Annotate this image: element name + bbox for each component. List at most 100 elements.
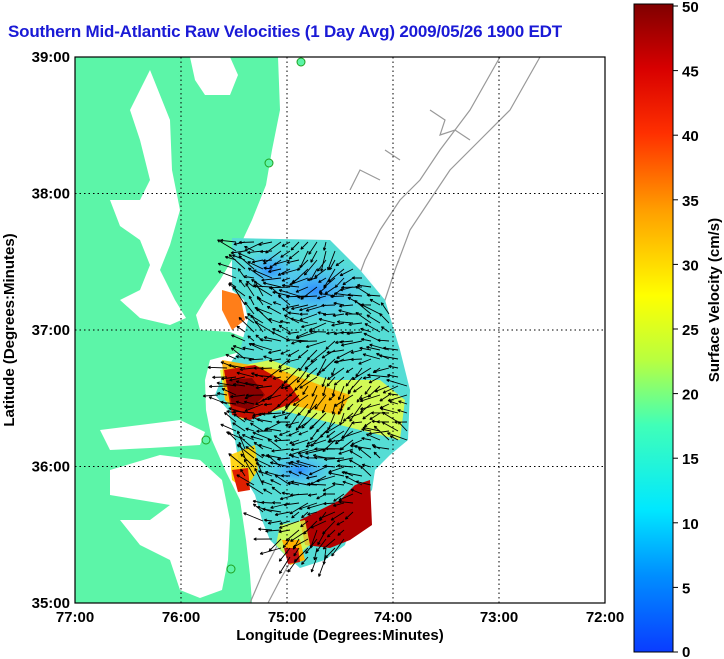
velocity-arrow bbox=[244, 301, 255, 315]
velocity-arrow bbox=[281, 268, 300, 275]
velocity-arrow bbox=[345, 312, 363, 316]
velocity-arrow bbox=[336, 320, 354, 324]
velocity-arrow bbox=[266, 306, 282, 315]
velocity-arrow bbox=[255, 307, 273, 324]
velocity-arrow bbox=[364, 323, 381, 333]
velocity-arrow bbox=[369, 412, 381, 421]
velocity-arrow bbox=[230, 250, 246, 255]
velocity-arrow bbox=[245, 280, 255, 288]
velocity-arrow bbox=[378, 354, 399, 360]
velocity-arrow bbox=[382, 385, 399, 394]
velocity-arrow bbox=[232, 383, 246, 387]
plot-frame bbox=[74, 56, 606, 604]
velocity-arrow bbox=[277, 268, 291, 276]
velocity-arrow bbox=[317, 367, 327, 374]
velocity-arrow bbox=[290, 454, 300, 459]
velocity-arrow bbox=[307, 511, 318, 516]
velocity-arrow bbox=[274, 511, 291, 517]
velocity-arrow bbox=[256, 296, 264, 306]
velocity-arrow bbox=[316, 259, 327, 272]
velocity-arrow bbox=[276, 420, 291, 424]
velocity-arrow bbox=[290, 317, 309, 324]
velocity-arrow bbox=[307, 403, 318, 414]
velocity-arrow bbox=[345, 367, 354, 373]
x-tick-label: 74:00 bbox=[374, 609, 412, 626]
velocity-arrow bbox=[250, 435, 264, 441]
velocity-arrow bbox=[293, 547, 300, 557]
velocity-arrow bbox=[231, 334, 246, 342]
velocity-arrow bbox=[298, 358, 309, 372]
velocity-arrow bbox=[226, 409, 237, 414]
colorbar-tick-label: 25 bbox=[682, 322, 699, 339]
velocity-arrow bbox=[311, 385, 318, 397]
velocity-arrow bbox=[377, 338, 390, 342]
velocity-arrow bbox=[337, 403, 345, 415]
velocity-arrow bbox=[285, 338, 309, 342]
velocity-arrow bbox=[313, 547, 318, 561]
velocity-arrow bbox=[292, 394, 309, 406]
velocity-arrow bbox=[295, 331, 318, 340]
velocity-arrow bbox=[336, 457, 354, 463]
velocity-arrow bbox=[324, 286, 336, 295]
velocity-arrow bbox=[274, 474, 291, 486]
velocity-arrow bbox=[228, 254, 246, 270]
velocity-arrow bbox=[287, 349, 300, 357]
velocity-arrow bbox=[360, 327, 372, 333]
velocity-arrow bbox=[245, 283, 255, 297]
velocity-arrow bbox=[250, 422, 264, 432]
velocity-arrow bbox=[326, 331, 336, 335]
velocity-arrow bbox=[263, 402, 273, 407]
velocity-arrow bbox=[268, 318, 282, 324]
velocity-arrow bbox=[355, 480, 372, 486]
velocity-arrow bbox=[252, 412, 264, 417]
velocity-arrow bbox=[350, 488, 363, 495]
velocity-arrow bbox=[331, 385, 336, 397]
velocity-arrow bbox=[259, 547, 282, 555]
velocity-arrow bbox=[272, 376, 282, 380]
velocity-arrow bbox=[299, 376, 318, 389]
velocity-arrow bbox=[374, 385, 390, 393]
velocity-arrow bbox=[340, 340, 363, 347]
velocity-arrow bbox=[318, 556, 327, 577]
velocity-arrow bbox=[360, 403, 381, 411]
velocity-arrow bbox=[355, 311, 372, 324]
velocity-arrow bbox=[346, 412, 363, 420]
velocity-arrow bbox=[228, 453, 246, 468]
velocity-arrow bbox=[342, 480, 354, 486]
velocity-arrow bbox=[379, 313, 390, 324]
velocity-arrow bbox=[306, 482, 327, 486]
velocity-arrow bbox=[236, 444, 255, 459]
velocity-arrow bbox=[337, 385, 345, 401]
velocity-arrow bbox=[259, 338, 273, 342]
velocity-arrow bbox=[323, 501, 336, 506]
map-grid bbox=[75, 57, 605, 603]
velocity-arrow bbox=[255, 385, 273, 390]
velocity-arrow bbox=[270, 479, 282, 486]
velocity-arrow bbox=[236, 325, 246, 333]
velocity-arrow bbox=[301, 556, 309, 565]
velocity-arrow bbox=[273, 435, 282, 441]
velocity-arrow bbox=[278, 529, 291, 534]
velocity-arrow bbox=[243, 275, 255, 279]
velocity-arrow bbox=[291, 511, 300, 519]
y-tick-label: 38:00 bbox=[32, 186, 70, 203]
velocity-arrow bbox=[228, 363, 246, 369]
colorbar-tick-label: 50 bbox=[682, 0, 699, 16]
velocity-arrow bbox=[238, 279, 246, 288]
chesapeake-bay bbox=[110, 70, 186, 325]
velocity-arrow bbox=[251, 342, 273, 351]
velocity-arrow bbox=[325, 446, 345, 451]
velocity-arrow bbox=[232, 422, 246, 432]
x-tick-label: 75:00 bbox=[268, 609, 306, 626]
velocity-arrow bbox=[247, 267, 264, 279]
velocity-arrow bbox=[268, 358, 282, 363]
velocity-arrow bbox=[255, 457, 264, 477]
velocity-arrow bbox=[350, 444, 372, 450]
x-tick-label: 77:00 bbox=[56, 609, 94, 626]
velocity-arrow bbox=[342, 277, 354, 286]
colorbar-tick-label: 45 bbox=[682, 64, 699, 81]
velocity-arrow bbox=[373, 451, 381, 459]
velocity-arrow bbox=[300, 520, 309, 528]
colorbar-tick-label: 15 bbox=[682, 451, 699, 468]
velocity-arrow bbox=[289, 439, 300, 445]
